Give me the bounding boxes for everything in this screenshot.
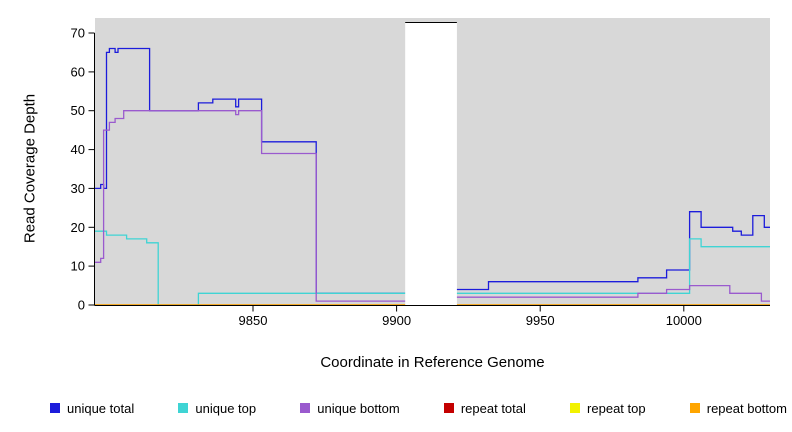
y-axis-title: Read Coverage Depth <box>21 93 39 244</box>
legend-swatch-repeat-top <box>570 403 581 413</box>
legend-swatch-unique-total <box>50 403 60 413</box>
series-unique-top <box>95 230 770 306</box>
legend-swatch-repeat-bottom <box>689 403 700 413</box>
legend-swatch-unique-bottom <box>300 403 311 413</box>
plot-canvas: 0 10 20 30 40 50 60 70 9850 9900 9950 10000 <box>71 18 770 328</box>
y-tick-label: 30 <box>71 181 85 196</box>
y-tick-label: 50 <box>71 103 85 118</box>
legend-label-repeat-bottom: repeat bottom <box>706 400 787 416</box>
legend-label-repeat-top: repeat top <box>587 400 646 416</box>
legend-swatch-unique-top <box>178 403 189 413</box>
x-tick-label: 10000 <box>666 313 702 328</box>
legend-item-unique-top: unique top <box>178 401 256 416</box>
legend-item-repeat-total: repeat total <box>443 400 526 416</box>
legend-label-unique-top: unique top <box>195 400 257 416</box>
y-tick-label: 60 <box>71 64 85 79</box>
y-tick-label: 40 <box>71 142 85 157</box>
y-tick-label: 0 <box>78 298 85 313</box>
legend-swatch-repeat-total <box>443 403 454 413</box>
masked-region <box>405 22 457 305</box>
legend-label-unique-bottom: unique bottom <box>317 400 400 416</box>
legend-item-repeat-top: repeat top <box>570 401 646 416</box>
x-tick-label: 9900 <box>382 313 411 328</box>
x-tick-label: 9950 <box>526 313 555 328</box>
x-axis-title: Coordinate in Reference Genome <box>320 354 545 371</box>
y-tick-label: 10 <box>71 259 85 274</box>
legend: unique total unique top unique bottom re… <box>50 400 787 416</box>
legend-label-unique-total: unique total <box>67 400 135 416</box>
legend-item-unique-total: unique total <box>50 401 134 416</box>
series-unique-bottom <box>95 110 770 302</box>
legend-item-unique-bottom: unique bottom <box>300 400 400 416</box>
x-tick-label: 9850 <box>239 313 268 328</box>
y-tick-label: 20 <box>71 220 85 235</box>
legend-item-repeat-bottom: repeat bottom <box>689 400 787 416</box>
y-tick-label: 70 <box>71 26 85 41</box>
legend-label-repeat-total: repeat total <box>460 400 526 416</box>
